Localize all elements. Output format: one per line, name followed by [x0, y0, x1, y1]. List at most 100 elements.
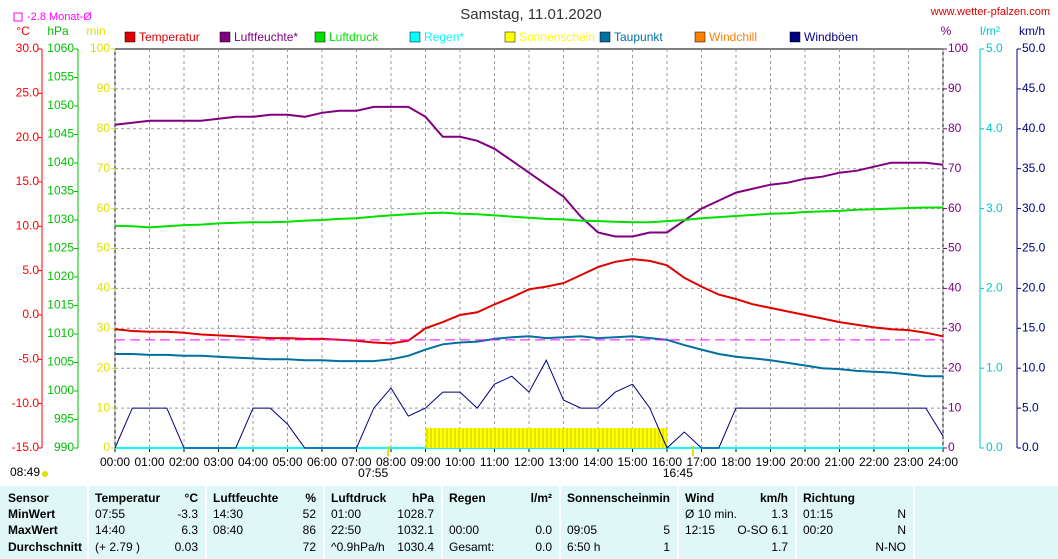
y-tick-label: 1030	[47, 212, 74, 226]
x-tick-label: 11:00	[480, 455, 509, 469]
series-line	[114, 359, 944, 449]
cell-left: Ø 10 min.	[685, 507, 737, 521]
x-tick-label: 09:00	[410, 455, 440, 469]
legend-swatch	[409, 31, 421, 43]
x-tick-label: 15:00	[617, 455, 647, 469]
legend-label: Windchill	[709, 30, 757, 44]
sunshine-bar	[460, 428, 478, 448]
x-tick-label: 03:00	[203, 455, 233, 469]
y-tick-label: 3.0	[986, 201, 1003, 215]
y-tick-label: 70	[97, 161, 111, 175]
cell-left: 22:50	[331, 523, 361, 537]
legend-swatch	[314, 31, 326, 43]
y-tick-label: 4.0	[986, 121, 1003, 135]
x-tick-label: 18:00	[721, 455, 751, 469]
series-line	[114, 105, 944, 238]
table-header: Sensor	[8, 491, 49, 505]
row-label: MinWert	[8, 507, 55, 521]
x-tick-label: 12:00	[514, 455, 544, 469]
y-tick-label: 1045	[47, 127, 74, 141]
x-tick-label: 04:00	[238, 455, 268, 469]
series-line	[114, 258, 944, 345]
cell-left: 00:20	[803, 523, 833, 537]
x-tick-label: 01:00	[134, 455, 164, 469]
y-tick-label: 20	[97, 360, 111, 374]
x-tick-label: 06:00	[307, 455, 337, 469]
cell-right: 1030.4	[397, 540, 434, 554]
legend-swatch	[599, 31, 611, 43]
y-tick-label: 1015	[47, 298, 74, 312]
x-tick-label: 24:00	[928, 455, 958, 469]
legend-label: Windböen	[804, 30, 858, 44]
y-tick-label: -15.0	[12, 440, 40, 454]
cell-right: 52	[303, 507, 317, 521]
y-tick-label: 40	[97, 281, 111, 295]
table-header: Temperatur	[95, 491, 160, 505]
x-tick-label: 10:00	[445, 455, 475, 469]
sunshine-bar	[442, 428, 460, 448]
y-tick-label: 10.0	[1022, 360, 1046, 374]
cell-right: 1	[663, 540, 670, 554]
x-tick-label: 16:00	[652, 455, 682, 469]
day-length-icon	[42, 471, 48, 477]
x-tick-label: 02:00	[169, 455, 199, 469]
y-tick-label: 1060	[47, 41, 74, 55]
cell-right: 0.0	[535, 540, 552, 554]
mean-icon	[13, 12, 23, 22]
sunshine-bar	[477, 428, 495, 448]
cell-left: 09:05	[567, 523, 597, 537]
axis-unit: °C	[16, 24, 30, 38]
cell-left: (+ 2.79 )	[95, 540, 140, 554]
y-tick-label: 80	[97, 121, 111, 135]
source: www.wetter-pfalzen.com	[930, 6, 1050, 18]
cell-left: 6:50 h	[567, 540, 600, 554]
cell-left: 14:30	[213, 507, 243, 521]
chart-title: Samstag, 11.01.2020	[460, 6, 602, 23]
y-tick-label: 1.0	[986, 360, 1003, 374]
sunshine-bar	[494, 428, 512, 448]
x-tick-label: 14:00	[583, 455, 613, 469]
series-line	[115, 335, 943, 378]
y-tick-label: 1020	[47, 269, 74, 283]
legend-label: Luftdruck	[329, 30, 379, 44]
y-tick-label: 35.0	[1022, 161, 1046, 175]
sun-marker-label: 16:45	[663, 466, 693, 480]
x-tick-label: 07:00	[341, 455, 371, 469]
table-unit: min	[649, 491, 670, 505]
y-tick-label: 1005	[47, 355, 74, 369]
x-tick-label: 22:00	[859, 455, 889, 469]
y-tick-label: 1035	[47, 184, 74, 198]
sunshine-bar	[563, 428, 581, 448]
cell-right: O-SO 6.1	[737, 523, 788, 537]
y-tick-label: 1010	[47, 326, 74, 340]
y-tick-label: 0.0	[22, 307, 39, 321]
y-tick-label: 0	[948, 440, 955, 454]
y-tick-label: 10.0	[16, 219, 40, 233]
legend-label: Sonnenschein	[519, 30, 595, 44]
y-tick-label: 0	[103, 440, 110, 454]
y-tick-label: 995	[54, 412, 74, 426]
y-tick-label: 15.0	[16, 174, 40, 188]
x-tick-label: 23:00	[893, 455, 923, 469]
y-tick-label: 90	[97, 81, 111, 95]
y-tick-label: 40	[948, 281, 962, 295]
cell-right: N-NO	[875, 540, 906, 554]
table-unit: l/m²	[531, 491, 552, 505]
y-tick-label: 2.0	[986, 281, 1003, 295]
legend-swatch	[694, 31, 706, 43]
x-tick-label: 21:00	[824, 455, 854, 469]
y-tick-label: 60	[97, 201, 111, 215]
sunshine-bar	[546, 428, 564, 448]
legend-swatch	[504, 31, 516, 43]
cell-right: 1028.7	[397, 507, 434, 521]
y-tick-label: 80	[948, 121, 962, 135]
y-tick-label: 15.0	[1022, 320, 1046, 334]
table-unit: km/h	[760, 491, 788, 505]
cell-right: 5	[663, 523, 670, 537]
cell-right: N	[897, 523, 906, 537]
axis-unit: l/m²	[980, 24, 1000, 38]
y-tick-label: 30	[948, 320, 962, 334]
sunshine-bar	[580, 428, 598, 448]
cell-right: 0.0	[535, 523, 552, 537]
